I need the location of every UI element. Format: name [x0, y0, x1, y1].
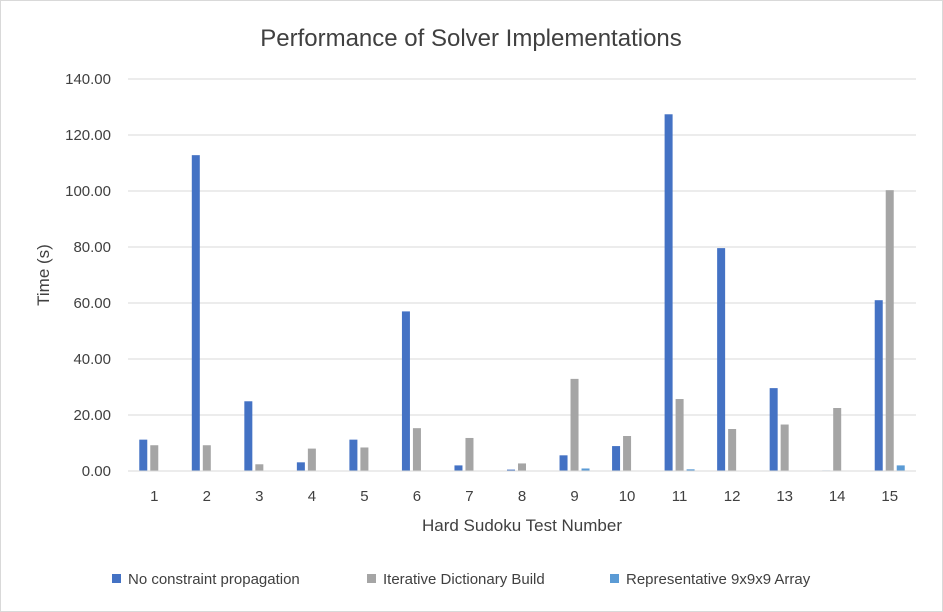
- bar: [623, 436, 632, 471]
- bar: [717, 248, 726, 471]
- legend-swatch: [112, 574, 121, 583]
- bar: [360, 447, 369, 471]
- x-tick-label: 5: [360, 488, 368, 505]
- y-axis-title: Time (s): [34, 244, 53, 306]
- x-tick-label: 9: [570, 488, 578, 505]
- x-tick-label: 13: [776, 488, 793, 505]
- y-axis-tick-labels: 0.00 20.00 40.00 60.00 80.00 100.00 120.00 140.…: [65, 71, 111, 480]
- x-tick-label: 15: [881, 488, 898, 505]
- bar: [191, 155, 200, 471]
- bar: [296, 462, 305, 471]
- bar: [559, 455, 568, 471]
- bar: [139, 439, 148, 471]
- bar: [581, 468, 590, 471]
- x-tick-label: 6: [413, 488, 421, 505]
- legend-label: Representative 9x9x9 Array: [626, 571, 811, 588]
- x-tick-label: 8: [518, 488, 526, 505]
- bar: [202, 445, 211, 471]
- bar: [612, 446, 621, 471]
- legend: No constraint propagation Iterative Dicti…: [112, 571, 811, 588]
- x-axis-tick-labels: 1 2 3 4 5 6 7 8 9 10 11 12 13 14 15: [150, 488, 898, 505]
- x-tick-label: 2: [203, 488, 211, 505]
- x-tick-label: 14: [829, 488, 846, 505]
- bar: [896, 465, 905, 471]
- x-tick-label: 11: [672, 488, 688, 505]
- bar: [885, 190, 894, 471]
- y-tick-label: 80.00: [73, 239, 111, 256]
- legend-label: No constraint propagation: [128, 571, 300, 588]
- x-tick-label: 1: [150, 488, 158, 505]
- y-tick-label: 0.00: [82, 463, 111, 480]
- x-tick-label: 4: [308, 488, 316, 505]
- bar: [833, 408, 842, 471]
- bar: [349, 439, 358, 471]
- bar: [780, 424, 789, 471]
- bar: [570, 378, 579, 471]
- y-tick-label: 100.00: [65, 183, 111, 200]
- bar: [255, 464, 264, 471]
- y-tick-label: 120.00: [65, 127, 111, 144]
- bar: [454, 465, 463, 471]
- bar: [686, 469, 695, 471]
- legend-swatch: [367, 574, 376, 583]
- bar: [412, 428, 421, 471]
- x-tick-label: 3: [255, 488, 263, 505]
- x-tick-label: 10: [619, 488, 636, 505]
- y-tick-label: 140.00: [65, 71, 111, 88]
- gridlines: [128, 78, 916, 416]
- bar: [307, 448, 316, 471]
- legend-label: Iterative Dictionary Build: [383, 571, 545, 588]
- bar: [769, 388, 778, 471]
- bar: [150, 445, 159, 471]
- bars: [139, 114, 905, 471]
- y-tick-label: 40.00: [73, 351, 111, 368]
- bar: [728, 429, 737, 471]
- y-tick-label: 60.00: [73, 295, 111, 312]
- bar: [507, 469, 515, 471]
- bar: [675, 399, 684, 471]
- bar: [465, 437, 474, 471]
- bar: [518, 463, 526, 471]
- x-tick-label: 12: [724, 488, 741, 505]
- bar: [401, 311, 410, 471]
- bar: [874, 300, 883, 471]
- chart-title: Performance of Solver Implementations: [260, 25, 682, 52]
- x-axis-title: Hard Sudoku Test Number: [422, 516, 622, 535]
- x-tick-label: 7: [465, 488, 473, 505]
- y-tick-label: 20.00: [73, 407, 111, 424]
- legend-swatch: [610, 574, 619, 583]
- bar: [244, 401, 253, 471]
- bar: [664, 114, 673, 471]
